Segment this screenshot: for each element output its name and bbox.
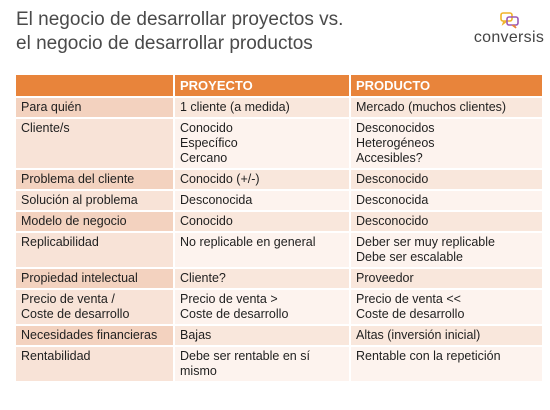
cell-producto: Deber ser muy replicable Debe ser escalab… [349, 233, 542, 267]
cell-producto-line: Proveedor [356, 271, 414, 285]
row-label-text: Modelo de negocio [21, 214, 127, 228]
cell-proyecto-line: Desconocida [180, 193, 253, 207]
cell-proyecto: Desconocida [173, 191, 349, 210]
row-label: Rentabilidad [16, 347, 173, 381]
cell-producto-line: Altas (inversión inicial) [356, 328, 481, 342]
cell-producto-line: Coste de desarrollo [356, 307, 465, 321]
cell-proyecto-line: Cliente? [180, 271, 226, 285]
table-row: Para quién 1 cliente (a medida) Mercado (m… [16, 98, 542, 117]
cell-producto-line: Desconocido [356, 172, 429, 186]
cell-producto-line: Rentable con la repetición [356, 349, 501, 363]
cell-producto: Mercado (muchos clientes) [349, 98, 542, 117]
cell-proyecto: 1 cliente (a medida) [173, 98, 349, 117]
header-empty-cell [16, 75, 173, 96]
title-line-1: El negocio de desarrollar proyectos vs. [16, 9, 344, 30]
cell-proyecto-line: Debe ser rentable en sí [180, 349, 310, 363]
row-label: Para quién [16, 98, 173, 117]
cell-producto-line: Desconocido [356, 214, 429, 228]
logo-text: conversis [473, 29, 545, 46]
cell-producto: Desconocida [349, 191, 542, 210]
cell-proyecto-line: Cercano [180, 151, 228, 165]
row-label-text: Precio de venta / [21, 292, 115, 306]
cell-producto-line: Desconocida [356, 193, 429, 207]
row-label: Replicabilidad [16, 233, 173, 267]
cell-producto-line: Deber ser muy replicable [356, 235, 495, 249]
row-label-text: Coste de desarrollo [21, 307, 130, 321]
row-label: Precio de venta / Coste de desarrollo [16, 290, 173, 324]
header-proyecto: PROYECTO [173, 75, 349, 96]
row-label-text: Para quién [21, 100, 82, 114]
cell-producto: Desconocido [349, 170, 542, 189]
table-header-row: PROYECTO PRODUCTO [16, 75, 542, 96]
cell-proyecto-line: Conocido [180, 121, 233, 135]
page-title: El negocio de desarrollar proyectos vs. … [16, 8, 396, 56]
table-row: Replicabilidad No replicable en general De… [16, 233, 542, 267]
row-label-text: Replicabilidad [21, 235, 99, 249]
cell-producto-line: Debe ser escalable [356, 250, 464, 264]
cell-producto-line: Accesibles? [356, 151, 423, 165]
table-row: Necesidades financieras Bajas Altas (inver… [16, 326, 542, 345]
cell-producto: Altas (inversión inicial) [349, 326, 542, 345]
row-label: Solución al problema [16, 191, 173, 210]
cell-proyecto: Precio de venta > Coste de desarrollo [173, 290, 349, 324]
header-producto: PRODUCTO [349, 75, 542, 96]
row-label: Necesidades financieras [16, 326, 173, 345]
speech-bubbles-icon [500, 12, 519, 29]
cell-proyecto-line: Precio de venta > [180, 292, 278, 306]
cell-producto-line: Mercado (muchos clientes) [356, 100, 507, 114]
cell-proyecto-line: 1 cliente (a medida) [180, 100, 290, 114]
cell-proyecto-line: Específico [180, 136, 238, 150]
row-label-text: Propiedad intelectual [21, 271, 138, 285]
table-row: Rentabilidad Debe ser rentable en sí mismo… [16, 347, 542, 381]
cell-producto-line: Precio de venta << [356, 292, 461, 306]
cell-producto-line: Desconocidos [356, 121, 435, 135]
row-label-text: Rentabilidad [21, 349, 91, 363]
table-row: Problema del cliente Conocido (+/-) Descon… [16, 170, 542, 189]
cell-proyecto: Cliente? [173, 269, 349, 288]
comparison-table: PROYECTO PRODUCTO Para quién 1 cliente (a… [16, 73, 542, 383]
row-label-text: Cliente/s [21, 121, 70, 135]
row-label: Modelo de negocio [16, 212, 173, 231]
cell-proyecto-line: No replicable en general [180, 235, 316, 249]
cell-producto: Proveedor [349, 269, 542, 288]
row-label: Problema del cliente [16, 170, 173, 189]
row-label: Propiedad intelectual [16, 269, 173, 288]
cell-producto: Precio de venta << Coste de desarrollo [349, 290, 542, 324]
cell-proyecto: Conocido (+/-) [173, 170, 349, 189]
cell-proyecto-line: Conocido (+/-) [180, 172, 260, 186]
title-line-2: el negocio de desarrollar productos [16, 33, 313, 54]
table-row: Precio de venta / Coste de desarrollo Prec… [16, 290, 542, 324]
cell-proyecto-line: mismo [180, 364, 217, 378]
cell-proyecto-line: Coste de desarrollo [180, 307, 289, 321]
cell-proyecto: Debe ser rentable en sí mismo [173, 347, 349, 381]
cell-proyecto: Conocido Específico Cercano [173, 119, 349, 168]
cell-producto: Desconocidos Heterogéneos Accesibles? [349, 119, 542, 168]
table-row: Cliente/s Conocido Específico Cercano Descon… [16, 119, 542, 168]
table-row: Solución al problema Desconocida Desconoci… [16, 191, 542, 210]
cell-proyecto: Bajas [173, 326, 349, 345]
conversis-logo: conversis [472, 12, 546, 52]
row-label-text: Necesidades financieras [21, 328, 158, 342]
row-label-text: Solución al problema [21, 193, 138, 207]
table-row: Modelo de negocio Conocido Desconocido [16, 212, 542, 231]
row-label: Cliente/s [16, 119, 173, 168]
cell-producto-line: Heterogéneos [356, 136, 435, 150]
cell-proyecto-line: Conocido [180, 214, 233, 228]
cell-proyecto: No replicable en general [173, 233, 349, 267]
cell-producto: Desconocido [349, 212, 542, 231]
table-row: Propiedad intelectual Cliente? Proveedor [16, 269, 542, 288]
cell-proyecto: Conocido [173, 212, 349, 231]
cell-producto: Rentable con la repetición [349, 347, 542, 381]
row-label-text: Problema del cliente [21, 172, 135, 186]
cell-proyecto-line: Bajas [180, 328, 212, 342]
